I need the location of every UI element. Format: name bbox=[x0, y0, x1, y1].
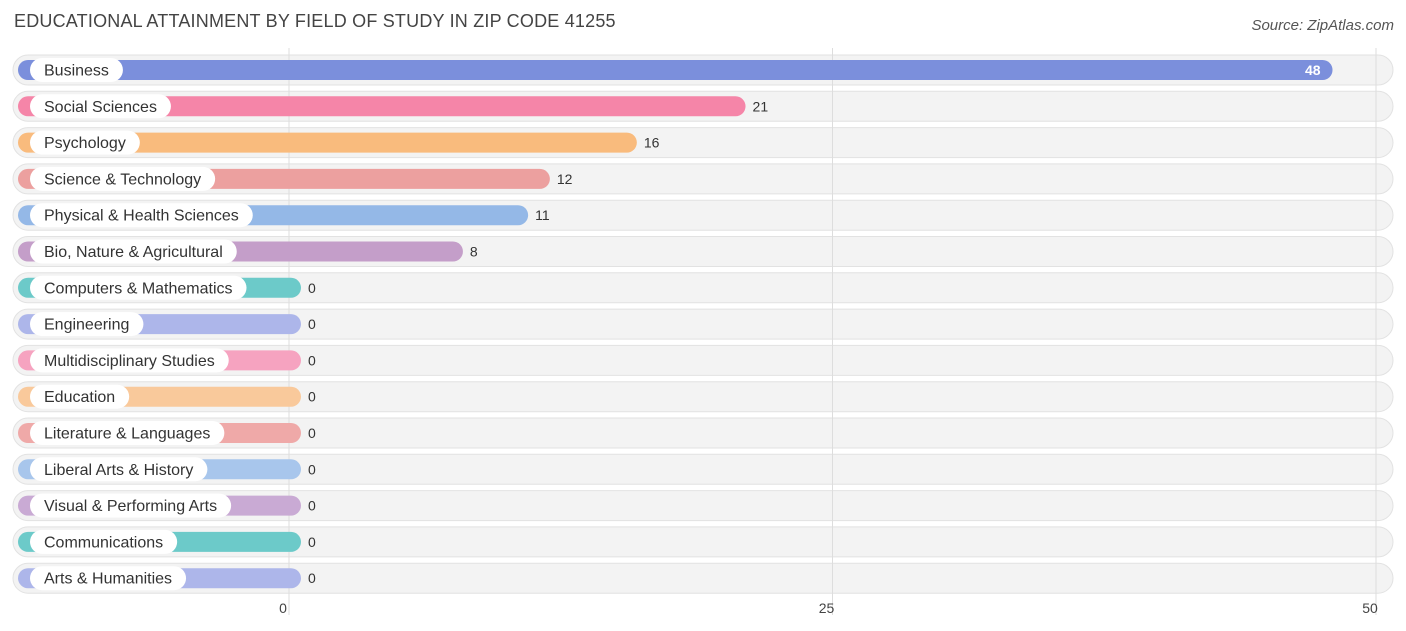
category-label: Visual & Performing Arts bbox=[44, 498, 217, 515]
category-label: Communications bbox=[44, 534, 163, 551]
chart-title: EDUCATIONAL ATTAINMENT BY FIELD OF STUDY… bbox=[14, 11, 616, 31]
value-label: 21 bbox=[753, 98, 769, 114]
category-label: Physical & Health Sciences bbox=[44, 208, 239, 225]
row-track bbox=[12, 562, 1394, 594]
category-label-pill bbox=[30, 493, 232, 518]
category-label: Literature & Languages bbox=[44, 426, 210, 443]
row-track bbox=[12, 490, 1394, 522]
category-label-pill bbox=[30, 239, 237, 264]
value-label: 48 bbox=[1305, 62, 1321, 78]
row-track bbox=[12, 272, 1394, 304]
value-label: 0 bbox=[308, 570, 316, 586]
category-label: Science & Technology bbox=[44, 171, 201, 188]
x-tick-label: 0 bbox=[279, 600, 287, 616]
bar bbox=[18, 60, 1333, 80]
x-tick-label: 25 bbox=[819, 600, 835, 616]
category-label: Social Sciences bbox=[44, 99, 157, 116]
category-label: Multidisciplinary Studies bbox=[44, 353, 215, 370]
category-label-pill bbox=[30, 457, 208, 482]
value-label: 16 bbox=[644, 135, 660, 151]
category-label-pill bbox=[30, 130, 140, 155]
value-label: 0 bbox=[308, 534, 316, 550]
category-label-pill bbox=[30, 566, 187, 591]
category-label: Education bbox=[44, 389, 115, 406]
category-label-pill bbox=[30, 421, 225, 445]
category-label-pill bbox=[30, 384, 130, 409]
category-label: Engineering bbox=[44, 317, 129, 334]
row-track bbox=[12, 453, 1394, 485]
category-label: Liberal Arts & History bbox=[44, 462, 193, 479]
bar bbox=[18, 96, 746, 117]
row-track bbox=[12, 417, 1394, 449]
value-label: 11 bbox=[535, 207, 550, 223]
category-label-pill bbox=[30, 529, 178, 554]
bar bbox=[18, 132, 637, 153]
value-label: 0 bbox=[308, 498, 316, 514]
row-track bbox=[12, 381, 1394, 413]
value-label: 0 bbox=[308, 389, 316, 405]
value-label: 0 bbox=[308, 316, 316, 332]
value-label: 12 bbox=[557, 171, 573, 187]
x-tick-label: 50 bbox=[1362, 600, 1378, 616]
source-note: Source: ZipAtlas.com bbox=[1251, 17, 1394, 34]
value-label: 8 bbox=[470, 244, 478, 260]
category-label-pill bbox=[30, 312, 144, 337]
category-label-pill bbox=[30, 203, 253, 228]
value-label: 0 bbox=[308, 461, 316, 477]
category-label-pill bbox=[30, 58, 123, 82]
row-track bbox=[12, 526, 1394, 558]
value-label: 0 bbox=[308, 352, 316, 368]
category-label: Business bbox=[44, 63, 109, 80]
value-label: 0 bbox=[308, 280, 316, 296]
category-label-pill bbox=[30, 166, 216, 191]
category-label: Computers & Mathematics bbox=[44, 280, 233, 297]
category-label: Bio, Nature & Agricultural bbox=[44, 244, 223, 261]
row-track bbox=[12, 344, 1394, 376]
category-label: Arts & Humanities bbox=[44, 571, 172, 588]
row-track bbox=[12, 308, 1394, 340]
category-label: Psychology bbox=[44, 135, 126, 152]
category-label-pill bbox=[30, 275, 247, 300]
category-label-pill bbox=[30, 94, 171, 119]
category-label-pill bbox=[30, 348, 229, 373]
value-label: 0 bbox=[308, 425, 316, 441]
